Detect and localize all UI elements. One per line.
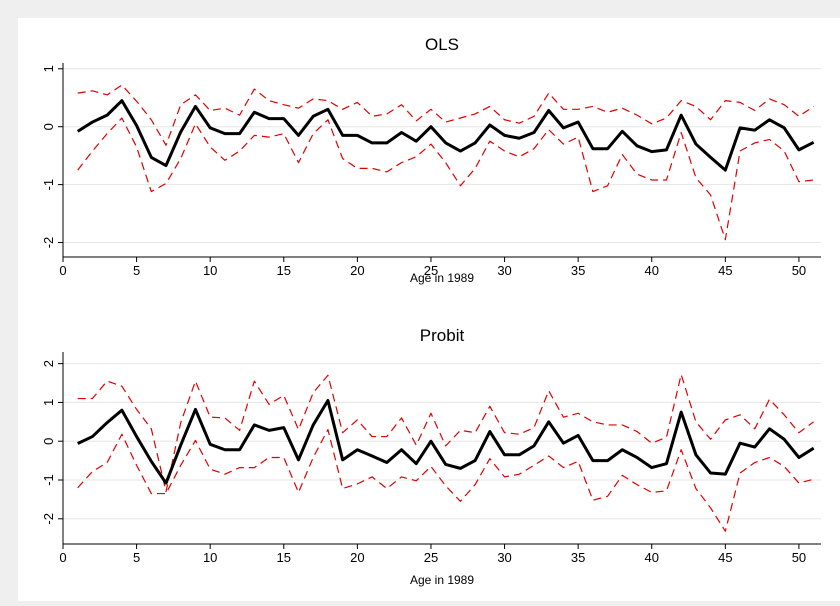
series-line-lower <box>77 117 814 241</box>
x-axis-label: Age in 1989 <box>410 573 474 587</box>
chart-title: Probit <box>420 326 465 345</box>
x-tick-label: 30 <box>497 263 511 278</box>
y-tick-label: 1 <box>41 399 56 406</box>
y-tick-label: -1 <box>41 474 56 486</box>
x-tick-label: 0 <box>59 263 66 278</box>
x-tick-label: 30 <box>497 550 511 565</box>
x-tick-label: 15 <box>277 550 291 565</box>
x-tick-label: 40 <box>645 263 659 278</box>
series-line-upper <box>77 373 814 493</box>
x-tick-label: 40 <box>645 550 659 565</box>
x-tick-label: 10 <box>203 550 217 565</box>
series-line-estimate <box>76 99 815 172</box>
x-tick-label: 50 <box>792 550 806 565</box>
x-tick-label: 25 <box>424 263 438 278</box>
y-tick-label: 0 <box>41 438 56 445</box>
y-tick-label: 0 <box>41 123 56 130</box>
x-tick-label: 20 <box>350 263 364 278</box>
x-axis-label: Age in 1989 <box>410 271 474 285</box>
y-tick-label: 1 <box>41 65 56 72</box>
y-tick-label: -1 <box>41 179 56 191</box>
x-tick-label: 10 <box>203 263 217 278</box>
x-tick-label: 35 <box>571 263 585 278</box>
y-tick-label: 2 <box>41 360 56 367</box>
x-tick-label: 45 <box>718 263 732 278</box>
x-tick-label: 20 <box>350 550 364 565</box>
x-tick-label: 5 <box>133 263 140 278</box>
chart-title: OLS <box>425 35 459 54</box>
y-tick-label: -2 <box>41 237 56 249</box>
x-tick-label: 15 <box>277 263 291 278</box>
y-tick-label: -2 <box>41 513 56 525</box>
series-line-upper <box>77 84 814 146</box>
x-tick-label: 25 <box>424 550 438 565</box>
x-tick-label: 0 <box>59 550 66 565</box>
x-tick-label: 5 <box>133 550 140 565</box>
figure: -2 -1 0 1 0 5 10 15 20 25 30 35 40 45 50 OLS Age in 1989… <box>18 18 840 601</box>
x-tick-label: 45 <box>718 550 732 565</box>
series-line-lower <box>77 428 814 532</box>
x-tick-label: 35 <box>571 550 585 565</box>
series-line-estimate <box>77 398 815 485</box>
x-tick-label: 50 <box>792 263 806 278</box>
